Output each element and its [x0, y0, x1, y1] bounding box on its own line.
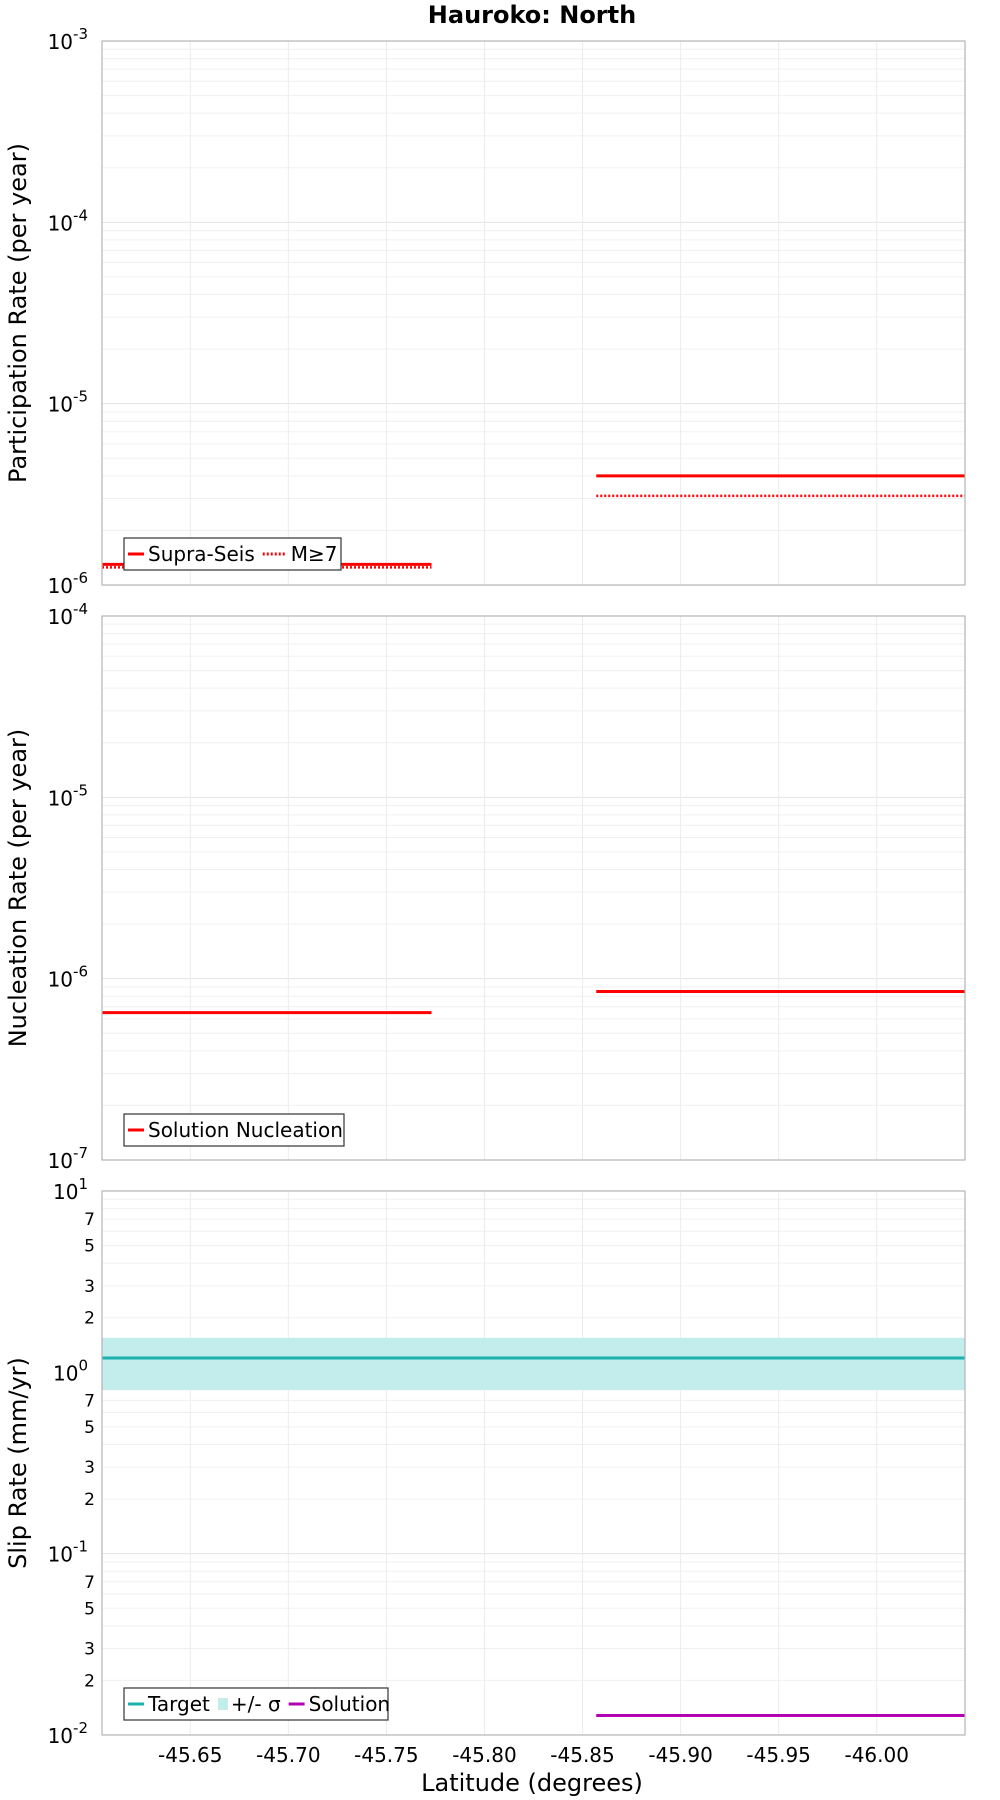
legend-label: Solution Nucleation: [148, 1118, 343, 1142]
y-minor-tick-label: 3: [84, 1458, 95, 1478]
chart-title: Hauroko: North: [428, 1, 636, 29]
y-minor-tick-label: 2: [84, 1309, 95, 1329]
legend-label: M≥7: [291, 542, 338, 566]
y-minor-tick-label: 3: [84, 1639, 95, 1659]
x-tick-label: -45.95: [746, 1743, 810, 1767]
nucleation-grid: [102, 616, 965, 1161]
x-tick-label: -45.80: [452, 1743, 516, 1767]
x-tick-label: -45.85: [550, 1743, 614, 1767]
slip-frame: [101, 1190, 966, 1736]
y-minor-tick-label: 5: [84, 1418, 95, 1438]
slip-legend: Target +/- σ Solution: [123, 1687, 390, 1721]
participation-panel: 10-6 10-5 10-4 10-3 Participation Rate (per …: [4, 25, 966, 598]
x-tick-labels: -45.65 -45.70 -45.75 -45.80 -45.85 -45.90 -45.…: [158, 1743, 909, 1767]
y-tick-label: 10-7: [48, 1144, 88, 1173]
y-minor-tick-label: 5: [84, 1237, 95, 1257]
slip-grid: [102, 1191, 965, 1736]
nucleation-panel: 10-7 10-6 10-5 10-4 Nucleation Rate (per yea…: [4, 600, 966, 1173]
nucleation-frame: [101, 615, 966, 1161]
y-tick-label: 10-5: [48, 781, 88, 810]
legend-label: Supra-Seis: [148, 542, 255, 566]
y-tick-label: 10-4: [48, 206, 88, 235]
y-tick-label: 10-6: [48, 963, 88, 992]
slip-y-axis-title: Slip Rate (mm/yr): [4, 1357, 32, 1569]
nucleation-y-axis-title: Nucleation Rate (per year): [4, 729, 32, 1048]
y-tick-label: 10-1: [48, 1538, 88, 1567]
x-tick-label: -45.75: [354, 1743, 418, 1767]
nucleation-legend: Solution Nucleation: [123, 1113, 345, 1147]
y-minor-tick-label: 2: [84, 1671, 95, 1691]
legend-swatch--: [217, 1698, 228, 1710]
participation-frame: [101, 40, 966, 586]
x-tick-label: -45.90: [648, 1743, 712, 1767]
y-minor-tick-label: 7: [84, 1391, 95, 1411]
legend-box: [123, 537, 342, 571]
sigma-band: [102, 1337, 965, 1390]
slip-panel: 10-2 10-1 100 101 2 3 5 7 2 3 5 7 2 3 5 7 Slip Rate (mm/…: [4, 1175, 966, 1748]
y-minor-tick-label: 7: [84, 1573, 95, 1593]
y-minor-tick-label: 3: [84, 1277, 95, 1297]
legend-box: [123, 1687, 389, 1721]
y-tick-label: 10-2: [48, 1719, 88, 1748]
participation-grid: [102, 41, 965, 586]
y-tick-label: 10-3: [48, 25, 88, 54]
y-tick-label: 100: [53, 1356, 88, 1385]
legend-label: Target: [147, 1692, 210, 1716]
chart-panels: 10-6 10-5 10-4 10-3 Participation Rate (per …: [4, 25, 966, 1767]
x-tick-label: -45.70: [256, 1743, 320, 1767]
x-axis-title: Latitude (degrees): [421, 1769, 643, 1797]
participation-legend: Supra-Seis M≥7: [123, 537, 342, 571]
y-tick-label: 101: [53, 1175, 88, 1204]
legend-label: +/- σ: [231, 1692, 281, 1716]
y-minor-tick-label: 7: [84, 1210, 95, 1230]
x-tick-label: -45.65: [158, 1743, 222, 1767]
y-tick-label: 10-4: [48, 600, 88, 629]
x-tick-label: -46.00: [844, 1743, 908, 1767]
legend-label: Solution: [309, 1692, 390, 1716]
participation-y-axis-title: Participation Rate (per year): [4, 143, 32, 483]
y-tick-label: 10-5: [48, 388, 88, 417]
y-tick-label: 10-6: [48, 569, 88, 598]
legend-box: [123, 1113, 345, 1147]
y-minor-tick-label: 2: [84, 1490, 95, 1510]
y-minor-tick-label: 5: [84, 1599, 95, 1619]
